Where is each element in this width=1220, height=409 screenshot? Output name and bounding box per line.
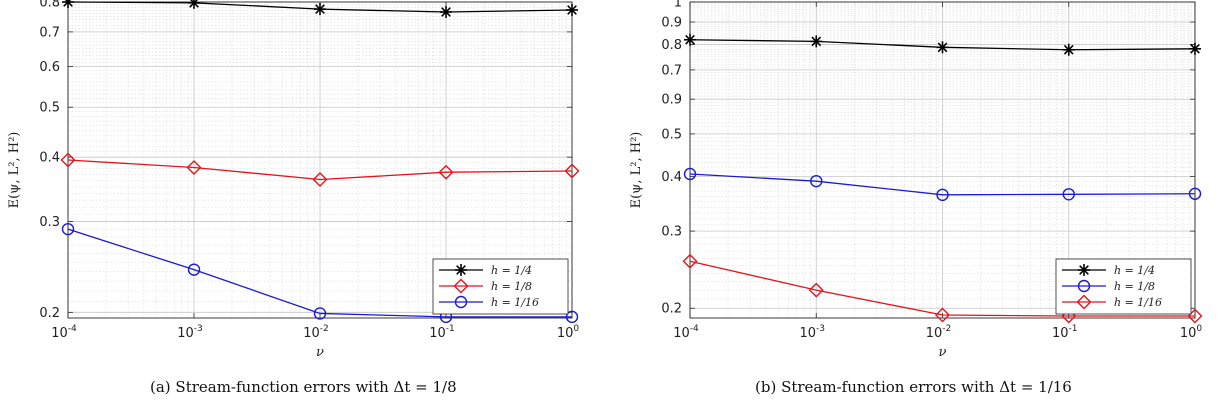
legend-marker xyxy=(1077,279,1091,293)
legend-marker xyxy=(1078,264,1090,276)
x-tick-label: 10-4 xyxy=(673,324,699,341)
legend-box xyxy=(1055,258,1192,315)
x-tick-label: 10-3 xyxy=(177,324,203,341)
legend-item: h = 1/8 xyxy=(439,278,532,294)
data-point xyxy=(1062,43,1075,56)
caption-b-text: (b) Stream-function errors with Δt = 1/1… xyxy=(755,378,1072,396)
data-point xyxy=(565,310,579,324)
data-point xyxy=(440,6,452,19)
x-axis-label: ν xyxy=(316,345,324,360)
data-point xyxy=(564,163,580,179)
series-1 xyxy=(60,152,580,188)
x-tick-label: 10-1 xyxy=(1052,324,1078,341)
y-tick-label: 0.7 xyxy=(661,63,682,78)
data-point xyxy=(810,35,823,48)
legend-label: h = 1/16 xyxy=(491,296,539,309)
y-tick-label: 0.7 xyxy=(39,25,60,40)
x-tick-label: 10-3 xyxy=(799,324,825,341)
data-point xyxy=(566,3,578,16)
data-point xyxy=(682,253,698,269)
data-point xyxy=(438,164,454,180)
data-point xyxy=(62,0,74,8)
data-point xyxy=(1189,42,1201,55)
y-axis-label: E(ψ, L², H²) xyxy=(629,132,644,209)
legend-item: h = 1/16 xyxy=(1062,294,1162,310)
y-tick-label: 0.5 xyxy=(661,127,682,142)
series-2 xyxy=(61,222,579,324)
data-point xyxy=(314,3,326,16)
x-axis-label: ν xyxy=(939,345,947,360)
legend: h = 1/4 h = 1/8 h = 1/16 xyxy=(432,258,569,315)
x-tick-label: 100 xyxy=(1180,324,1203,341)
series-line xyxy=(67,228,572,318)
series-line xyxy=(689,260,1195,317)
legend-item: h = 1/4 xyxy=(439,264,532,277)
data-point xyxy=(1062,188,1075,201)
x-tick-label: 10-4 xyxy=(51,324,77,341)
x-tick-label: 10-2 xyxy=(926,324,952,341)
caption-b: (b) Stream-function errors with Δt = 1/1… xyxy=(755,378,1072,396)
data-point xyxy=(684,33,696,46)
legend-item: h = 1/4 xyxy=(1062,264,1155,277)
x-tick-label: 10-1 xyxy=(429,324,455,341)
data-point xyxy=(935,307,950,323)
legend-label: h = 1/8 xyxy=(1114,280,1155,293)
series-1 xyxy=(683,167,1202,202)
y-tick-label: 0.5 xyxy=(39,101,60,116)
chart-0: 0.2 0.3 0.4 0.5 0.6 0.7 0.8 10-4 10-3 10-2 10-1 100… xyxy=(7,0,580,360)
data-point xyxy=(186,159,202,175)
data-point xyxy=(60,152,76,168)
y-tick-label: 0.9 xyxy=(661,93,682,108)
legend-item: h = 1/16 xyxy=(439,295,539,309)
y-axis-label: E(ψ, L², H²) xyxy=(7,132,22,209)
legend-item: h = 1/8 xyxy=(1062,279,1155,293)
x-tick-label: 100 xyxy=(557,324,580,341)
legend-label: h = 1/4 xyxy=(1114,264,1155,277)
y-tick-label: 0.4 xyxy=(39,151,60,166)
series-0 xyxy=(62,0,578,19)
y-tick-label: 0.8 xyxy=(39,0,60,11)
chart-1: 0.2 0.3 0.4 0.5 0.9 0.7 0.8 0.9 1 10-4 10-3 10-2 10-… xyxy=(629,0,1203,360)
y-tick-label: 0.3 xyxy=(39,215,60,230)
x-tick-label: 10-2 xyxy=(303,324,329,341)
legend-label: h = 1/8 xyxy=(491,280,532,293)
y-tick-label: 0.8 xyxy=(661,38,682,53)
series-line xyxy=(689,173,1196,196)
y-tick-label: 0.2 xyxy=(39,306,60,321)
legend-label: h = 1/4 xyxy=(491,264,532,277)
legend-marker xyxy=(1076,294,1092,310)
caption-a-text: (a) Stream-function errors with Δt = 1/8 xyxy=(150,378,457,396)
data-point xyxy=(936,41,949,54)
y-tick-label: 0.2 xyxy=(661,302,682,317)
y-tick-label: 0.3 xyxy=(661,225,682,240)
data-point xyxy=(810,174,823,188)
data-point xyxy=(188,0,200,9)
data-point xyxy=(61,222,75,236)
data-point xyxy=(1188,187,1202,200)
y-tick-label: 0.9 xyxy=(661,16,682,31)
data-point xyxy=(313,307,327,320)
legend: h = 1/4 h = 1/8 h = 1/16 xyxy=(1055,258,1192,315)
y-tick-label: 0.4 xyxy=(661,170,682,185)
data-point xyxy=(683,167,697,181)
legend-marker xyxy=(454,295,468,309)
legend-label: h = 1/16 xyxy=(1114,296,1162,309)
caption-a: (a) Stream-function errors with Δt = 1/8 xyxy=(150,378,457,396)
series-line xyxy=(67,159,573,181)
data-point xyxy=(187,263,201,276)
y-tick-label: 1 xyxy=(674,0,682,11)
data-point xyxy=(936,188,949,202)
series-0 xyxy=(684,33,1201,56)
y-tick-label: 0.6 xyxy=(39,60,60,75)
data-point xyxy=(312,172,328,188)
legend-marker xyxy=(455,264,467,276)
legend-marker xyxy=(453,278,469,294)
data-point xyxy=(808,282,824,298)
